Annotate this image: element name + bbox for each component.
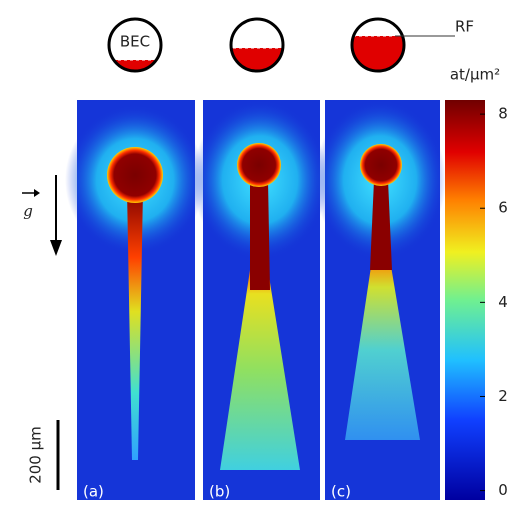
- panel-a: [65, 100, 205, 500]
- panel-label: (a): [83, 483, 104, 501]
- colorbar-tick-label: 4: [498, 293, 508, 311]
- bec-label: BEC: [120, 33, 150, 51]
- panel-label: (c): [331, 483, 351, 501]
- rf-label: RF: [455, 18, 474, 36]
- panel-c: [314, 100, 446, 500]
- colorbar-label: at/µm²: [450, 66, 500, 84]
- gravity-indicator: g: [22, 175, 62, 256]
- panel-b: [192, 100, 328, 500]
- scale-bar-label: 200 µm: [27, 426, 45, 484]
- colorbar-tick-label: 2: [498, 387, 508, 405]
- gravity-label: g: [23, 202, 33, 220]
- icons: BEC RF: [107, 17, 474, 73]
- colorbar-tick-label: 0: [498, 481, 508, 499]
- colorbar-tick-label: 6: [498, 199, 508, 217]
- colorbar: [445, 100, 485, 500]
- panel-label: (b): [209, 483, 230, 501]
- colorbar-ticks: 0 2 4 6 8: [480, 105, 508, 499]
- colorbar-tick-label: 8: [498, 105, 508, 123]
